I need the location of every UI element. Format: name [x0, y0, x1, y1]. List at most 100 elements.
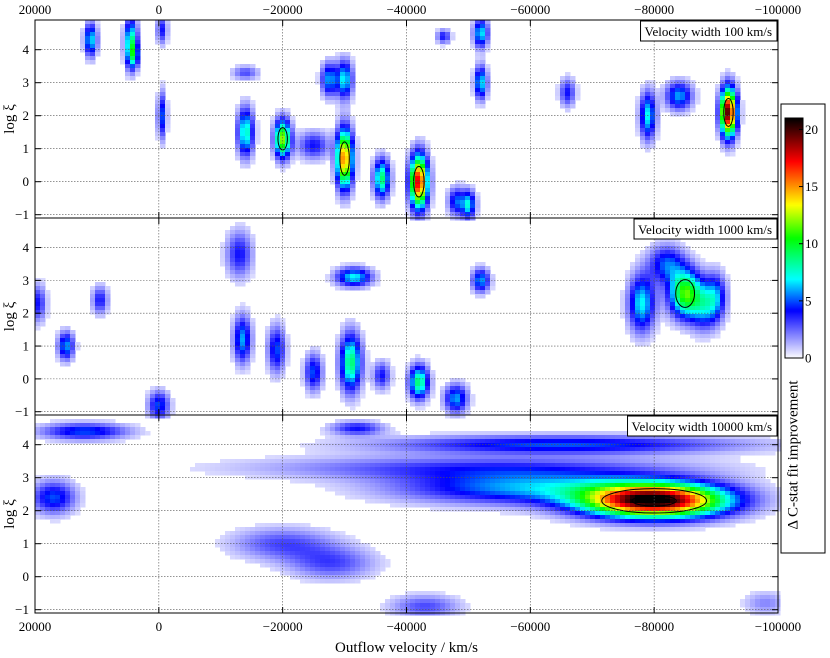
heatmap-cell	[600, 435, 606, 440]
heatmap-cell	[395, 595, 401, 600]
heatmap-cell	[505, 479, 511, 484]
heatmap-cell	[135, 56, 141, 61]
heatmap-cell	[165, 104, 171, 109]
heatmap-cell	[415, 374, 421, 379]
heatmap-cell	[145, 394, 151, 399]
heatmap-cell	[605, 523, 611, 528]
heatmap-cell	[345, 358, 351, 363]
heatmap-cell	[340, 330, 346, 335]
heatmap-cell	[340, 112, 346, 117]
heatmap-cell	[230, 262, 236, 267]
heatmap-cell	[275, 555, 281, 560]
heatmap-cell	[360, 262, 366, 267]
heatmap-cell	[245, 266, 251, 271]
heatmap-cell	[655, 322, 661, 327]
heatmap-cell	[730, 96, 736, 101]
heatmap-cell	[410, 394, 416, 399]
heatmap-cell	[690, 511, 696, 516]
heatmap-cell	[60, 358, 66, 363]
heatmap-cell	[245, 160, 251, 165]
heatmap-cell	[60, 479, 66, 484]
heatmap-cell	[300, 136, 306, 141]
heatmap-cell	[470, 88, 476, 93]
heatmap-cell	[95, 24, 101, 29]
heatmap-cell	[350, 539, 356, 544]
heatmap-cell	[100, 286, 106, 291]
heatmap-cell	[590, 479, 596, 484]
heatmap-cell	[570, 503, 576, 508]
heatmap-cell	[670, 451, 676, 456]
heatmap-cell	[360, 378, 366, 383]
heatmap-cell	[680, 298, 686, 303]
heatmap-cell	[630, 523, 636, 528]
heatmap-cell	[660, 298, 666, 303]
heatmap-cell	[530, 479, 536, 484]
heatmap-cell	[250, 250, 256, 255]
heatmap-cell	[200, 467, 206, 472]
heatmap-cell	[250, 238, 256, 243]
heatmap-cell	[445, 402, 451, 407]
heatmap-cell	[315, 394, 321, 399]
heatmap-cell	[370, 172, 376, 177]
heatmap-cell	[245, 366, 251, 371]
heatmap-cell	[580, 467, 586, 472]
heatmap-cell	[385, 475, 391, 480]
heatmap-cell	[655, 487, 661, 492]
heatmap-cell	[325, 563, 331, 568]
heatmap-cell	[540, 451, 546, 456]
heatmap-cell	[570, 88, 576, 93]
heatmap-cell	[450, 410, 456, 415]
heatmap-cell	[470, 28, 476, 33]
heatmap-cell	[555, 84, 561, 89]
heatmap-cell	[545, 451, 551, 456]
heatmap-cell	[520, 491, 526, 496]
heatmap-cell	[380, 447, 386, 452]
heatmap-cell	[695, 443, 701, 448]
heatmap-cell	[270, 330, 276, 335]
heatmap-cell	[465, 188, 471, 193]
heatmap-cell	[445, 475, 451, 480]
heatmap-cell	[660, 519, 666, 524]
heatmap-cell	[415, 354, 421, 359]
heatmap-cell	[380, 451, 386, 456]
heatmap-cell	[645, 124, 651, 129]
heatmap-cell	[515, 475, 521, 480]
heatmap-cell	[55, 515, 61, 520]
heatmap-cell	[465, 491, 471, 496]
heatmap-cell	[445, 467, 451, 472]
heatmap-cell	[305, 555, 311, 560]
heatmap-cell	[80, 495, 86, 500]
heatmap-cell	[460, 599, 466, 604]
heatmap-cell	[390, 483, 396, 488]
heatmap-cell	[345, 96, 351, 101]
heatmap-cell	[675, 298, 681, 303]
heatmap-cell	[230, 531, 236, 536]
heatmap-cell	[285, 563, 291, 568]
heatmap-cell	[235, 459, 241, 464]
heatmap-cell	[580, 439, 586, 444]
heatmap-cell	[235, 318, 241, 323]
heatmap-cell	[530, 511, 536, 516]
heatmap-cell	[35, 318, 41, 323]
heatmap-cell	[245, 108, 251, 113]
heatmap-cell	[340, 427, 346, 432]
heatmap-cell	[55, 330, 61, 335]
heatmap-cell	[380, 160, 386, 165]
heatmap-cell	[460, 507, 466, 512]
heatmap-cell	[650, 286, 656, 291]
heatmap-cell	[355, 168, 361, 173]
heatmap-cell	[510, 503, 516, 508]
heatmap-cell	[290, 559, 296, 564]
heatmap-cell	[355, 262, 361, 267]
heatmap-cell	[325, 278, 331, 283]
heatmap-cell	[350, 180, 356, 185]
heatmap-cell	[640, 519, 646, 524]
heatmap-cell	[535, 483, 541, 488]
heatmap-cell	[245, 559, 251, 564]
heatmap-cell	[725, 92, 731, 97]
heatmap-cell	[380, 390, 386, 395]
heatmap-cell	[525, 475, 531, 480]
heatmap-cell	[355, 547, 361, 552]
heatmap-cell	[40, 314, 46, 319]
heatmap-cell	[685, 491, 691, 496]
